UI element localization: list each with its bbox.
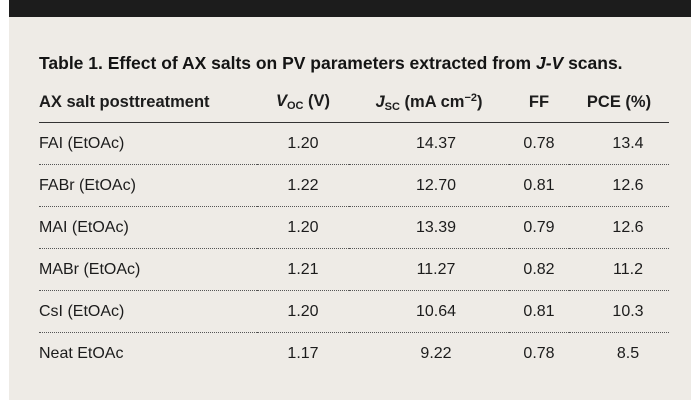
cell-jsc: 14.37 <box>415 134 457 152</box>
cell-salt: CsI (EtOAc) <box>39 302 125 320</box>
cell-pce: 12.6 <box>612 176 644 194</box>
cell-jsc: 9.22 <box>420 344 452 362</box>
cell-salt: MAI (EtOAc) <box>39 218 129 236</box>
cell-ff: 0.81 <box>523 176 555 194</box>
cell-pce: 11.2 <box>613 260 643 278</box>
table-title: Table 1. Effect of AX salts on PV parame… <box>39 53 679 74</box>
cell-voc: 1.20 <box>287 134 319 152</box>
pv-parameters-table: AX salt posttreatment VOC (V) JSC (mA cm… <box>39 82 669 374</box>
table-row: FAI (EtOAc) 1.20 14.37 0.78 13.4 <box>39 123 669 165</box>
cell-voc: 1.17 <box>287 344 319 362</box>
header-salt: AX salt posttreatment <box>39 92 210 111</box>
cell-ff: 0.78 <box>523 134 555 152</box>
cell-ff: 0.82 <box>523 260 555 278</box>
cell-pce: 8.5 <box>616 344 640 362</box>
cell-ff: 0.78 <box>523 344 555 362</box>
header-pce: PCE (%) <box>586 92 652 111</box>
header-ff: FF <box>528 92 550 111</box>
cell-pce: 13.4 <box>612 134 644 152</box>
table-row: CsI (EtOAc) 1.20 10.64 0.81 10.3 <box>39 291 669 333</box>
header-jsc: JSC (mA cm−2) <box>375 91 483 113</box>
cell-voc: 1.20 <box>287 218 319 236</box>
cell-jsc: 10.64 <box>415 302 457 320</box>
header-row: AX salt posttreatment VOC (V) JSC (mA cm… <box>39 82 669 123</box>
cell-salt: Neat EtOAc <box>39 344 124 362</box>
table-row: FABr (EtOAc) 1.22 12.70 0.81 12.6 <box>39 165 669 207</box>
table-card: Table 1. Effect of AX salts on PV parame… <box>9 0 691 400</box>
cell-voc: 1.20 <box>287 302 319 320</box>
title-italic: J-V <box>535 53 564 73</box>
cell-salt: FABr (EtOAc) <box>39 176 136 194</box>
cell-pce: 12.6 <box>612 218 644 236</box>
table-row: MABr (EtOAc) 1.21 11.27 0.82 11.2 <box>39 249 669 291</box>
cell-voc: 1.21 <box>287 260 319 278</box>
cell-jsc: 12.70 <box>415 176 457 194</box>
top-rule <box>9 0 691 17</box>
cell-salt: MABr (EtOAc) <box>39 260 141 278</box>
cell-pce: 10.3 <box>612 302 644 320</box>
cell-salt: FAI (EtOAc) <box>39 134 125 152</box>
cell-ff: 0.81 <box>523 302 555 320</box>
header-voc: VOC (V) <box>275 92 331 112</box>
cell-jsc: 13.39 <box>415 218 457 236</box>
table-row: MAI (EtOAc) 1.20 13.39 0.79 12.6 <box>39 207 669 249</box>
cell-jsc: 11.27 <box>416 260 456 278</box>
title-prefix: Table 1. Effect of AX salts on PV parame… <box>39 53 536 73</box>
table-row: Neat EtOAc 1.17 9.22 0.78 8.5 <box>39 333 669 375</box>
title-suffix: scans. <box>563 53 623 73</box>
cell-voc: 1.22 <box>287 176 319 194</box>
cell-ff: 0.79 <box>523 218 555 236</box>
